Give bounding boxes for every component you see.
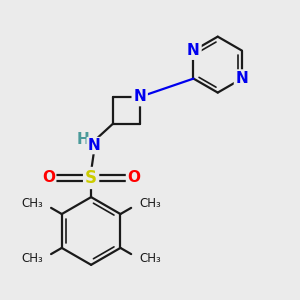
Text: H: H: [76, 132, 89, 147]
Text: N: N: [88, 138, 100, 153]
Text: N: N: [236, 71, 248, 86]
Text: N: N: [187, 43, 200, 58]
Text: S: S: [85, 169, 97, 187]
Text: CH₃: CH₃: [21, 196, 43, 210]
Text: O: O: [127, 170, 140, 185]
Text: CH₃: CH₃: [139, 252, 161, 265]
Text: CH₃: CH₃: [21, 252, 43, 265]
Text: O: O: [42, 170, 55, 185]
Text: N: N: [133, 89, 146, 104]
Text: CH₃: CH₃: [139, 196, 161, 210]
